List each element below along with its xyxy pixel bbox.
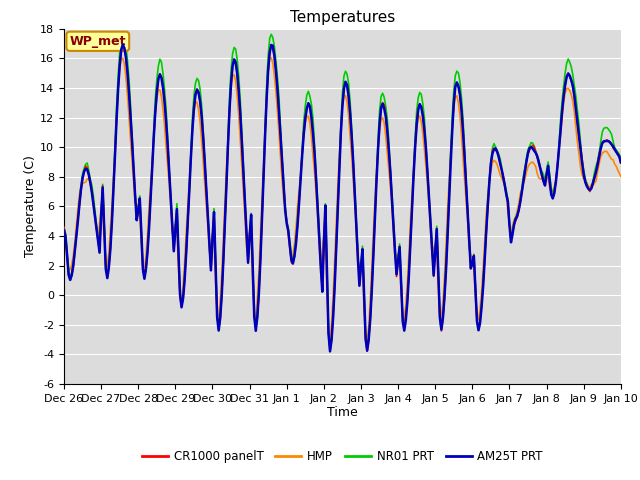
X-axis label: Time: Time (327, 407, 358, 420)
Text: WP_met: WP_met (70, 35, 126, 48)
Y-axis label: Temperature (C): Temperature (C) (24, 156, 37, 257)
Title: Temperatures: Temperatures (290, 10, 395, 25)
Legend: CR1000 panelT, HMP, NR01 PRT, AM25T PRT: CR1000 panelT, HMP, NR01 PRT, AM25T PRT (137, 445, 548, 468)
